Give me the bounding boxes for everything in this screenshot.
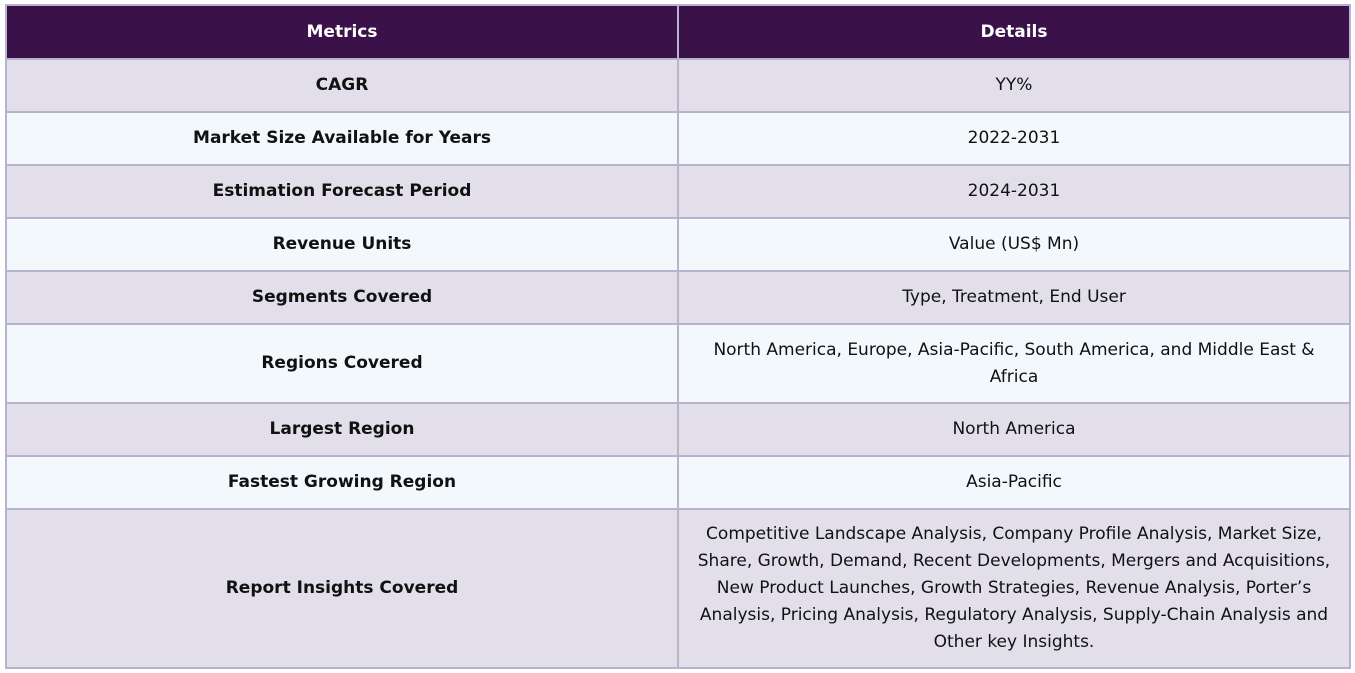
details-cell: YY% — [677, 58, 1351, 113]
metric-cell: Segments Covered — [5, 270, 679, 325]
metric-cell: Fastest Growing Region — [5, 455, 679, 510]
table-row: Estimation Forecast Period 2024-2031 — [5, 164, 1351, 219]
table-row: Revenue Units Value (US$ Mn) — [5, 217, 1351, 272]
details-cell: North America — [677, 402, 1351, 457]
table-row: CAGR YY% — [5, 58, 1351, 113]
table-row: Report Insights Covered Competitive Land… — [5, 508, 1351, 669]
metric-cell: Estimation Forecast Period — [5, 164, 679, 219]
details-cell: Type, Treatment, End User — [677, 270, 1351, 325]
header-metrics: Metrics — [5, 4, 679, 60]
table-row: Fastest Growing Region Asia-Pacific — [5, 455, 1351, 510]
table-row: Segments Covered Type, Treatment, End Us… — [5, 270, 1351, 325]
header-details: Details — [677, 4, 1351, 60]
metric-cell: Revenue Units — [5, 217, 679, 272]
details-cell: North America, Europe, Asia-Pacific, Sou… — [677, 323, 1351, 404]
table-row: Regions Covered North America, Europe, A… — [5, 323, 1351, 404]
table-row: Market Size Available for Years 2022-203… — [5, 111, 1351, 166]
details-cell: 2024-2031 — [677, 164, 1351, 219]
metric-cell: Regions Covered — [5, 323, 679, 404]
metric-cell: Market Size Available for Years — [5, 111, 679, 166]
details-cell: 2022-2031 — [677, 111, 1351, 166]
metrics-table: Metrics Details CAGR YY% Market Size Ava… — [5, 4, 1351, 669]
metric-cell: Report Insights Covered — [5, 508, 679, 669]
details-cell: Competitive Landscape Analysis, Company … — [677, 508, 1351, 669]
metric-cell: Largest Region — [5, 402, 679, 457]
details-cell: Asia-Pacific — [677, 455, 1351, 510]
metric-cell: CAGR — [5, 58, 679, 113]
table-row: Largest Region North America — [5, 402, 1351, 457]
header-row: Metrics Details — [5, 4, 1351, 60]
details-cell: Value (US$ Mn) — [677, 217, 1351, 272]
